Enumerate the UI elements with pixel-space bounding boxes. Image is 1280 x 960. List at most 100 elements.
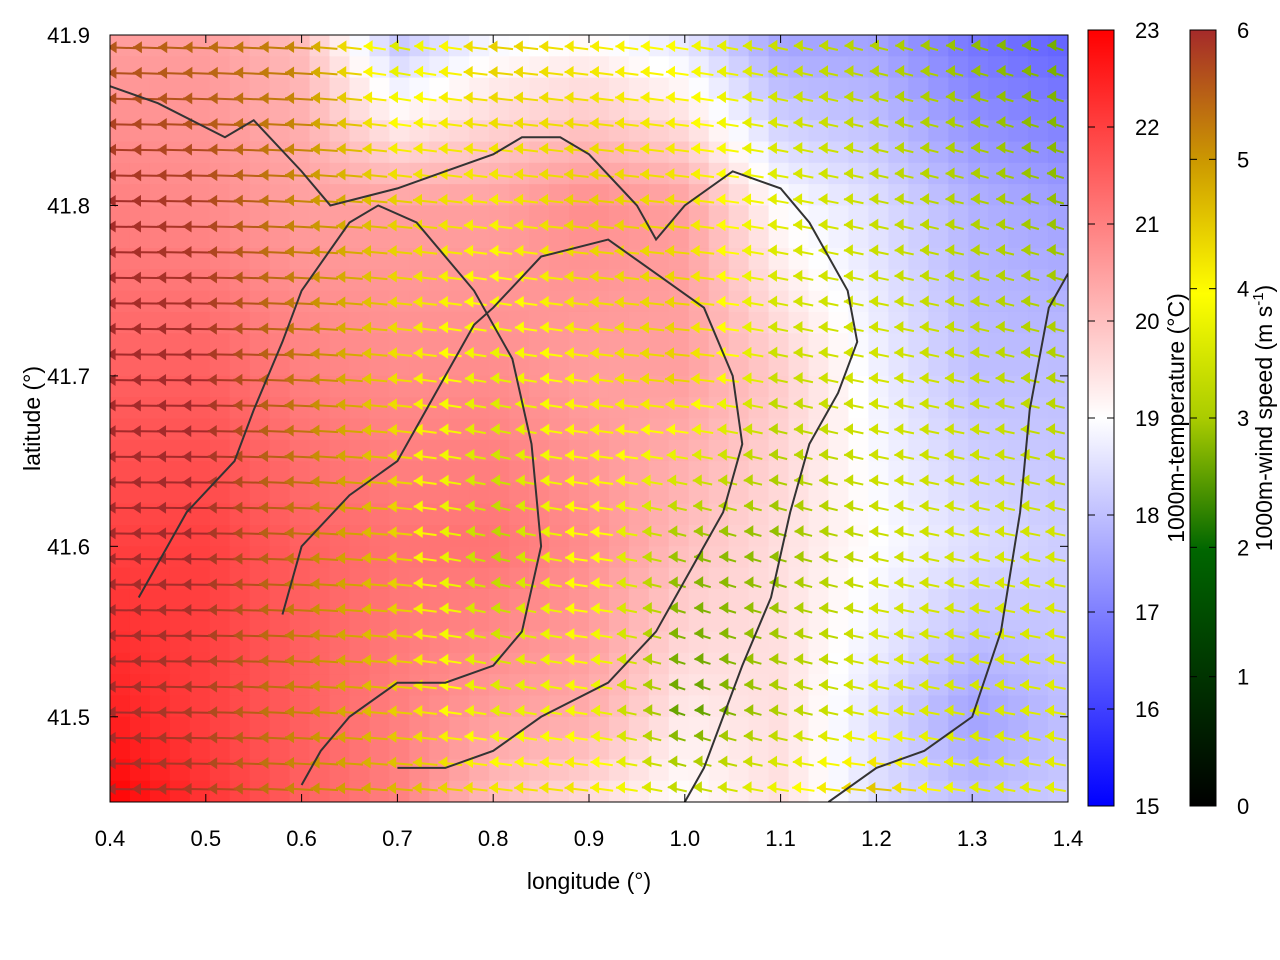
wind-arrow <box>639 168 665 181</box>
temperature-cell <box>808 610 830 633</box>
wind-arrow <box>234 41 264 54</box>
wind-arrow <box>793 39 814 52</box>
temperature-cell <box>309 226 331 249</box>
temperature-cell <box>628 588 650 611</box>
temperature-cell <box>1048 35 1068 57</box>
temperature-cell <box>848 482 870 505</box>
wind-arrow <box>894 295 915 308</box>
temperature-cell <box>449 354 470 377</box>
wind-arrow <box>767 167 789 180</box>
colorbar-tick-label: 17 <box>1135 600 1159 625</box>
temperature-cell <box>549 418 570 441</box>
temperature-cell <box>449 311 470 334</box>
temperature-cell <box>189 77 211 100</box>
wind-arrow <box>869 525 889 538</box>
wind-arrow <box>743 474 763 487</box>
temperature-cell <box>569 397 590 420</box>
wind-arrow <box>690 168 715 181</box>
wind-arrow <box>716 321 739 334</box>
wind-arrow <box>589 372 614 385</box>
wind-arrow <box>793 423 813 436</box>
wind-arrow <box>233 527 264 540</box>
temperature-cell <box>329 780 351 802</box>
temperature-cell <box>908 674 929 697</box>
wind-arrow <box>438 65 462 78</box>
wind-arrow <box>894 576 915 589</box>
wind-arrow <box>742 346 764 359</box>
wind-arrow <box>969 525 990 538</box>
temperature-cell <box>628 695 650 718</box>
wind-arrow <box>920 39 939 52</box>
wind-arrow <box>514 270 538 283</box>
wind-arrow <box>794 525 813 538</box>
temperature-cell <box>509 652 530 675</box>
wind-arrow <box>413 372 437 385</box>
wind-arrow <box>716 65 739 78</box>
temperature-cell <box>269 77 291 100</box>
wind-arrow <box>489 244 513 257</box>
temperature-cell <box>449 269 470 292</box>
temperature-cell <box>728 418 750 441</box>
temperature-cell <box>888 631 909 654</box>
wind-arrow <box>413 653 437 666</box>
wind-arrow <box>284 603 314 616</box>
temperature-cell <box>249 226 271 249</box>
temperature-cell <box>648 205 670 228</box>
wind-arrow <box>744 525 762 538</box>
wind-arrow <box>994 474 1015 487</box>
temperature-cell <box>329 482 351 505</box>
temperature-cell <box>469 98 490 121</box>
temperature-cell <box>748 269 770 292</box>
wind-arrow <box>996 167 1014 180</box>
wind-arrow <box>589 91 614 104</box>
wind-arrow <box>665 91 689 104</box>
wind-arrow <box>515 679 537 692</box>
temperature-cell <box>1028 311 1049 334</box>
wind-arrow <box>488 91 513 104</box>
temperature-cell <box>728 610 750 633</box>
temperature-cell <box>189 269 211 292</box>
temperature-cell <box>848 354 870 377</box>
wind-arrow <box>970 192 989 205</box>
wind-arrow <box>793 167 814 180</box>
wind-arrow <box>590 602 613 615</box>
wind-arrow <box>995 371 1015 384</box>
wind-arrow <box>716 372 739 385</box>
temperature-cell <box>748 226 770 249</box>
wind-arrow <box>1021 167 1040 180</box>
wind-arrow <box>1019 781 1041 794</box>
wind-arrow <box>844 65 864 78</box>
temperature-cell <box>948 780 969 802</box>
wind-arrow <box>439 449 462 462</box>
temperature-cell <box>409 354 430 377</box>
temperature-cell <box>868 418 889 441</box>
temperature-cell <box>149 588 171 611</box>
temperature-cell <box>549 269 570 292</box>
temperature-cell <box>1048 226 1068 249</box>
temperature-cell <box>1028 98 1049 121</box>
wind-arrow <box>438 756 463 769</box>
wind-arrow <box>539 142 564 155</box>
temperature-cell <box>788 525 810 547</box>
temperature-cell <box>1008 77 1029 100</box>
y-tick-label: 41.9 <box>47 23 90 48</box>
temperature-cell <box>409 525 430 547</box>
wind-arrow <box>919 372 940 385</box>
temperature-cell <box>309 269 331 292</box>
wind-arrow <box>310 245 339 258</box>
temperature-cell <box>888 397 909 420</box>
temperature-cell <box>369 141 391 164</box>
wind-arrow <box>768 39 788 52</box>
temperature-cell <box>389 482 410 505</box>
wind-arrow <box>945 64 964 77</box>
temperature-cell <box>848 716 870 739</box>
temperature-cell <box>189 226 211 249</box>
temperature-cell <box>289 333 311 356</box>
temperature-cell <box>569 418 590 441</box>
temperature-cell <box>489 780 510 802</box>
temperature-cell <box>928 98 949 121</box>
temperature-cell <box>249 482 271 505</box>
wind-arrow <box>439 423 462 436</box>
temperature-cell <box>728 546 750 569</box>
wind-arrow <box>894 116 914 129</box>
